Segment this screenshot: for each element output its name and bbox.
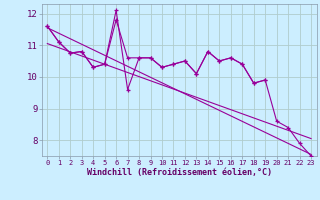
X-axis label: Windchill (Refroidissement éolien,°C): Windchill (Refroidissement éolien,°C) [87,168,272,177]
